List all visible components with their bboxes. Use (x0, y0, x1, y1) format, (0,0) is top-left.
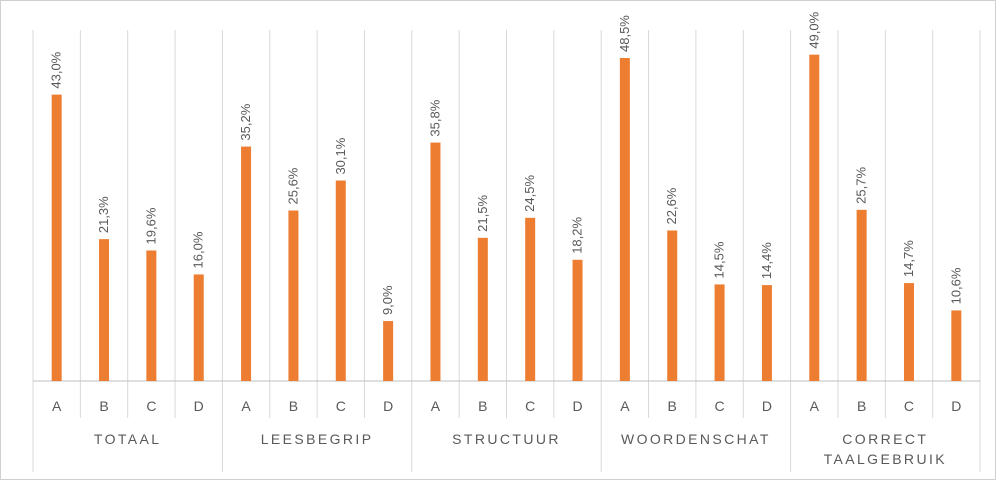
bar-woordenschat-d (761, 285, 772, 381)
category-tick-label: D (194, 398, 204, 414)
bar-correct-taalgebruik-d (951, 310, 962, 381)
bar-leesbegrip-b (288, 210, 299, 381)
category-tick-label: C (146, 398, 156, 414)
bar-correct-taalgebruik-c (903, 283, 914, 381)
category-tick-label: D (951, 398, 961, 414)
category-tick-label: D (762, 398, 772, 414)
bars (51, 54, 962, 382)
category-tick-label: D (383, 398, 393, 414)
category-tick-label: A (52, 398, 62, 414)
category-tick-label: A (431, 398, 441, 414)
category-tick-label: A (810, 398, 820, 414)
group-label: CORRECT (842, 431, 928, 447)
group-label: TOTAAL (94, 431, 162, 447)
data-label: 49,0% (806, 11, 821, 48)
bar-woordenschat-b (667, 230, 678, 381)
data-label: 48,5% (617, 15, 632, 52)
category-tick-label: B (668, 398, 677, 414)
bar-leesbegrip-a (241, 146, 252, 381)
bar-totaal-c (146, 250, 157, 381)
bar-correct-taalgebruik-a (809, 54, 820, 381)
bar-totaal-a (51, 94, 62, 382)
bar-correct-taalgebruik-b (856, 209, 867, 381)
category-tick-label: B (99, 398, 108, 414)
data-label: 14,7% (901, 240, 916, 277)
category-tick-label: A (241, 398, 251, 414)
category-tick-label: B (478, 398, 487, 414)
group-label: WOORDENSCHAT (621, 431, 771, 447)
data-label: 21,5% (475, 195, 490, 232)
data-label: 9,0% (380, 285, 395, 315)
data-label: 14,4% (759, 242, 774, 279)
data-label: 16,0% (191, 231, 206, 268)
data-label: 19,6% (143, 207, 158, 244)
data-label: 35,2% (238, 103, 253, 140)
data-labels: 43,0% 21,3% 19,6% 16,0% 35,2% 25,6% 30,1% 9,0% 3… (49, 11, 964, 315)
data-label: 24,5% (522, 175, 537, 212)
category-tick-label: D (572, 398, 582, 414)
data-label: 22,6% (664, 187, 679, 224)
data-label: 14,5% (712, 241, 727, 278)
data-label: 10,6% (948, 267, 963, 304)
group-label: LEESBEGRIP (261, 431, 374, 447)
category-tick-label: C (715, 398, 725, 414)
group-label: STRUCTUUR (452, 431, 561, 447)
data-label: 18,2% (570, 216, 585, 253)
category-tick-label: A (620, 398, 630, 414)
bar-structuur-d (572, 259, 583, 381)
category-axis: A B C D TOTAAL A B C D LEESBEGRIP A B C D STRUCTUUR A B C… (33, 380, 980, 467)
category-tick-label: B (857, 398, 866, 414)
bar-structuur-b (477, 237, 488, 381)
bar-woordenschat-c (714, 284, 725, 381)
bar-structuur-c (525, 217, 536, 381)
bar-totaal-b (99, 239, 110, 381)
data-label: 21,3% (96, 196, 111, 233)
category-tick-label: C (525, 398, 535, 414)
gridlines (32, 30, 981, 472)
data-label: 25,6% (285, 167, 300, 204)
data-label: 25,7% (854, 167, 869, 204)
bar-structuur-a (430, 142, 441, 381)
category-tick-label: C (904, 398, 914, 414)
bar-leesbegrip-c (335, 180, 346, 381)
category-tick-label: B (289, 398, 298, 414)
group-label: TAALGEBRUIK (824, 451, 947, 467)
data-label: 43,0% (49, 51, 64, 88)
bar-woordenschat-a (619, 57, 630, 382)
bar-leesbegrip-d (383, 321, 394, 381)
data-label: 30,1% (333, 137, 348, 174)
bar-totaal-d (193, 274, 204, 381)
data-label: 35,8% (427, 99, 442, 136)
category-tick-label: C (336, 398, 346, 414)
